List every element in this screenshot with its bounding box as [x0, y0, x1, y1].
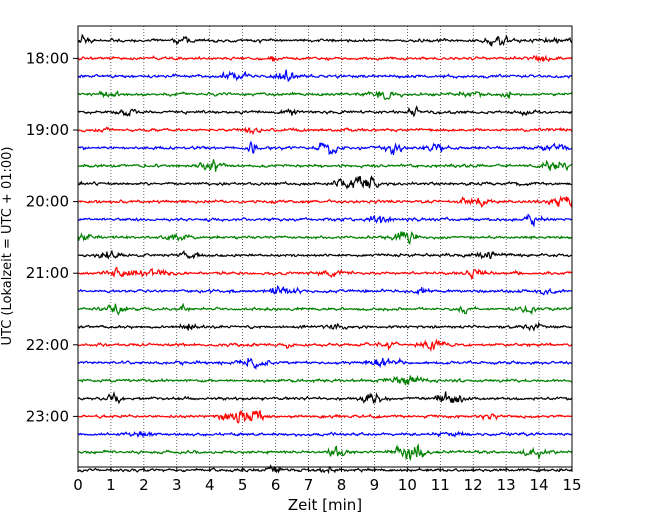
grid	[110, 26, 540, 467]
x-tick-label-10: 10	[398, 476, 417, 494]
traces	[77, 33, 573, 475]
y-tick-label-3: 21:00	[26, 264, 69, 282]
x-tick-label-1: 1	[106, 476, 116, 494]
trace-2015	[77, 213, 573, 228]
trace-2245	[77, 390, 573, 405]
x-axis: 0 1 2 3 4 5 6 7 8 9 10 11 12 13 14 15	[73, 467, 582, 494]
trace-2315	[77, 430, 573, 439]
trace-2345	[77, 464, 573, 475]
trace-2115	[77, 284, 573, 296]
trace-1815	[77, 69, 573, 83]
trace-1830	[77, 90, 573, 100]
x-tick-label-15: 15	[562, 476, 581, 494]
y-axis: 18:00 19:00 20:00 21:00 22:00 23:00	[26, 49, 78, 425]
x-tick-label-2: 2	[139, 476, 149, 494]
x-tick-label-5: 5	[238, 476, 248, 494]
x-tick-label-3: 3	[172, 476, 182, 494]
trace-2100	[77, 266, 573, 280]
y-tick-label-1: 19:00	[26, 121, 69, 139]
trace-2145	[77, 320, 573, 332]
y-tick-label-0: 18:00	[26, 49, 69, 67]
x-tick-label-11: 11	[431, 476, 450, 494]
x-tick-label-8: 8	[337, 476, 347, 494]
x-tick-label-12: 12	[464, 476, 483, 494]
trace-1945	[77, 175, 573, 190]
x-tick-label-0: 0	[73, 476, 83, 494]
x-tick-label-6: 6	[271, 476, 281, 494]
x-axis-label: Zeit [min]	[288, 496, 362, 514]
trace-2130	[77, 302, 573, 316]
y-tick-label-2: 20:00	[26, 193, 69, 211]
x-tick-label-14: 14	[530, 476, 549, 494]
trace-1915	[77, 140, 573, 156]
trace-1900	[77, 126, 573, 136]
y-tick-label-5: 23:00	[26, 407, 69, 425]
trace-2230	[77, 374, 573, 386]
trace-2330	[77, 443, 573, 462]
y-axis-label: UTC (Lokalzeit = UTC + 01:00)	[0, 147, 15, 346]
x-tick-label-13: 13	[497, 476, 516, 494]
trace-1845	[77, 104, 573, 118]
trace-2300	[77, 409, 573, 424]
trace-2000	[77, 195, 573, 209]
y-tick-label-4: 22:00	[26, 336, 69, 354]
trace-1930	[77, 159, 573, 172]
x-tick-label-7: 7	[304, 476, 314, 494]
trace-2200	[77, 338, 573, 353]
trace-1800	[77, 54, 573, 63]
trace-1745	[77, 33, 573, 47]
plot-frame	[77, 25, 573, 468]
x-tick-label-9: 9	[370, 476, 380, 494]
trace-2215	[77, 357, 573, 370]
trace-2030	[77, 230, 573, 245]
x-tick-label-4: 4	[205, 476, 215, 494]
trace-2045	[77, 249, 573, 260]
